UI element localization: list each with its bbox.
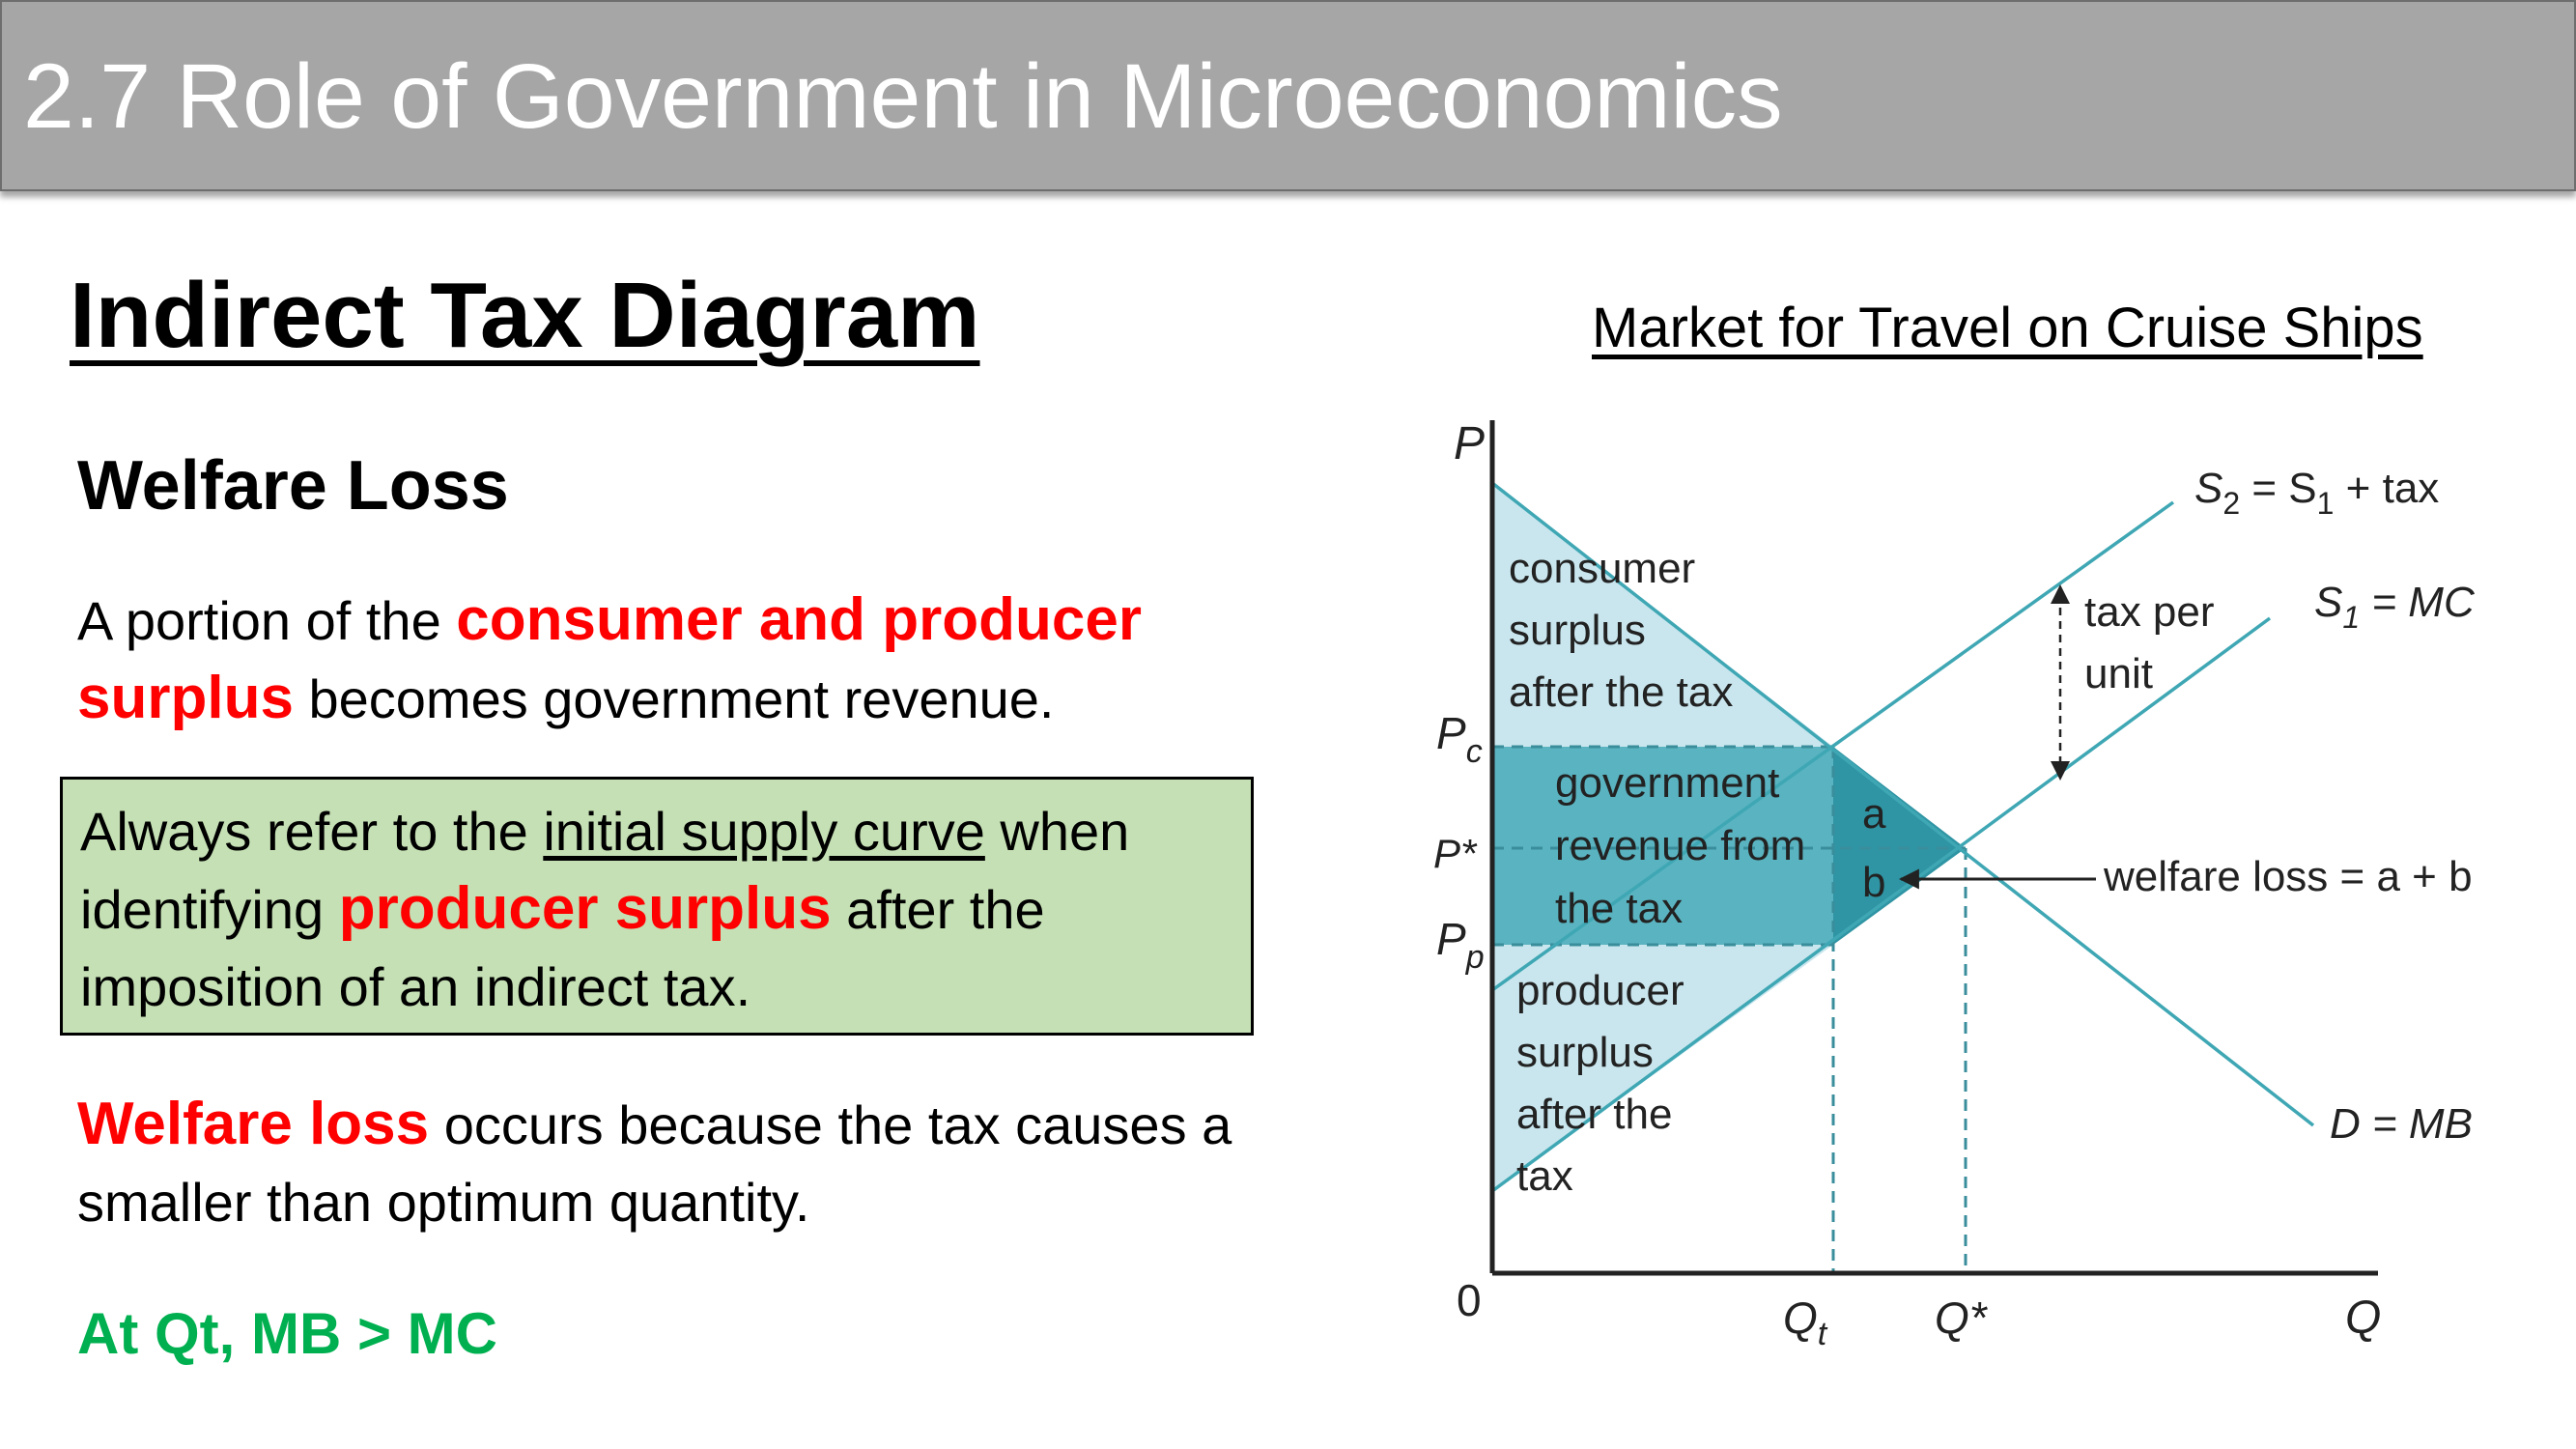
svg-text:after the: after the — [1516, 1091, 1672, 1138]
slide-heading: Indirect Tax Diagram — [70, 264, 980, 367]
svg-text:surplus: surplus — [1509, 607, 1646, 654]
svg-text:consumer: consumer — [1509, 545, 1695, 592]
producer-surplus-label: producer surplus after the tax — [1516, 967, 1684, 1200]
demand-label: D = MB — [2330, 1100, 2473, 1148]
note-underlined: initial supply curve — [543, 801, 985, 862]
slide-title: 2.7 Role of Government in Microeconomics — [23, 45, 1783, 148]
area-a-label: a — [1862, 790, 1886, 838]
note-text-1: Always refer to the — [80, 801, 544, 862]
welfare-paragraph: Welfare loss occurs because the tax caus… — [77, 1086, 1333, 1241]
note-text-3: after the imposition of an indirect tax. — [80, 879, 1045, 1017]
svg-text:after the tax: after the tax — [1509, 668, 1733, 716]
note-box: Always refer to the initial supply curve… — [60, 777, 1254, 1036]
title-bar: 2.7 Role of Government in Microeconomics — [0, 0, 2576, 191]
note-highlight: producer surplus — [338, 875, 832, 942]
welfare-loss-triangle — [1833, 747, 1966, 945]
demand-curve — [1490, 481, 2315, 1127]
welfare-text: occurs because the tax causes a smaller … — [77, 1094, 1232, 1233]
qstar-label: Q* — [1935, 1293, 1989, 1343]
svg-text:tax per: tax per — [2084, 588, 2215, 636]
supply-s1-curve — [1490, 616, 2272, 1193]
supply-s2-curve — [1490, 500, 2175, 992]
pstar-label: P* — [1433, 831, 1478, 876]
svg-text:revenue from: revenue from — [1555, 822, 1805, 869]
surplus-text-1: A portion of the — [77, 590, 457, 651]
surplus-highlight: consumer and producer surplus — [77, 586, 1142, 731]
government-revenue-label: government revenue from the tax — [1555, 759, 1805, 932]
government-revenue-area — [1492, 747, 1833, 945]
surplus-text-2: becomes government revenue. — [293, 668, 1055, 729]
consumer-surplus-label: consumer surplus after the tax — [1509, 545, 1733, 716]
qt-label: Qt — [1783, 1293, 1828, 1352]
welfare-loss-label: welfare loss = a + b — [2103, 853, 2473, 900]
s2-label: S2 = S1 + tax — [2194, 465, 2439, 521]
note-text-2: when identifying — [80, 801, 1130, 940]
svg-text:tax: tax — [1516, 1152, 1573, 1200]
pp-label: Pp — [1436, 914, 1485, 976]
y-axis-label: P — [1454, 418, 1485, 469]
svg-text:unit: unit — [2084, 650, 2153, 697]
origin-label: 0 — [1457, 1275, 1482, 1325]
pc-label: Pc — [1436, 708, 1483, 770]
svg-text:surplus: surplus — [1516, 1029, 1654, 1076]
svg-text:government: government — [1555, 759, 1779, 807]
surplus-paragraph: A portion of the consumer and producer s… — [77, 582, 1333, 738]
diagram-title: Market for Travel on Cruise Ships — [1592, 297, 2423, 359]
area-b-label: b — [1862, 859, 1885, 906]
welfare-highlight: Welfare loss — [77, 1091, 430, 1157]
x-axis-label: Q — [2345, 1293, 2381, 1344]
s1-label: S1 = MC — [2314, 579, 2476, 635]
section-subheading: Welfare Loss — [77, 447, 509, 525]
svg-text:producer: producer — [1516, 967, 1684, 1014]
green-note: At Qt, MB > MC — [77, 1301, 497, 1366]
tax-per-unit-label: tax per unit — [2084, 588, 2215, 697]
svg-text:the tax: the tax — [1555, 885, 1683, 932]
